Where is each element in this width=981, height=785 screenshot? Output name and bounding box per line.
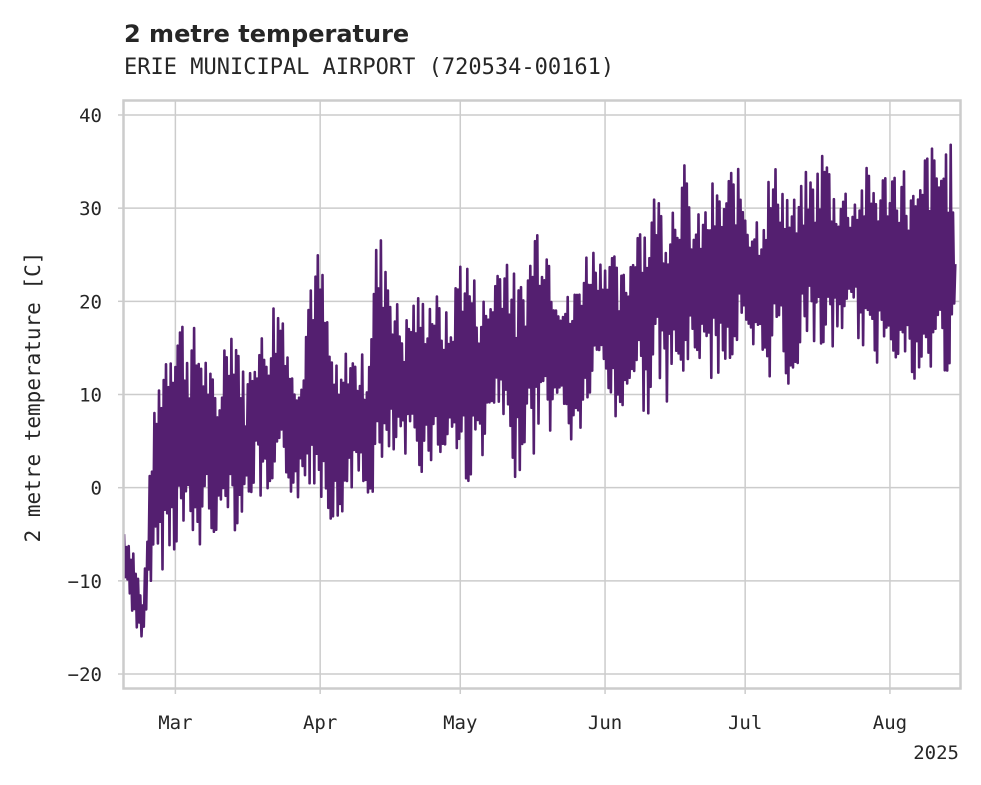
series-layer: [122, 143, 957, 638]
temperature-series-line: [122, 143, 957, 638]
y-tick-label: −10: [68, 571, 102, 593]
y-tick-label: 30: [79, 198, 102, 220]
chart-title: 2 metre temperature: [124, 20, 409, 48]
chart-subtitle: ERIE MUNICIPAL AIRPORT (720534-00161): [124, 55, 614, 80]
tick-labels: −20 −10 0 10 20 30 40 Mar Apr May Jun Jul Aug: [68, 105, 907, 734]
y-tick-label: 40: [79, 105, 102, 127]
y-tick-label: 10: [79, 385, 102, 407]
y-tick-label: 0: [91, 478, 102, 500]
plot-frame: [122, 99, 962, 690]
x-tick-label: Jun: [588, 712, 622, 734]
y-axis-label: 2 metre temperature [C]: [21, 252, 45, 543]
y-tick-label: −20: [68, 664, 102, 686]
x-tick-label: Aug: [873, 712, 907, 734]
x-tick-label: Apr: [303, 712, 337, 734]
x-axis-year-label: 2025: [913, 742, 959, 764]
x-tick-label: Jul: [728, 712, 762, 734]
x-tick-label: Mar: [158, 712, 192, 734]
x-tick-label: May: [443, 712, 477, 734]
y-tick-label: 20: [79, 291, 102, 313]
